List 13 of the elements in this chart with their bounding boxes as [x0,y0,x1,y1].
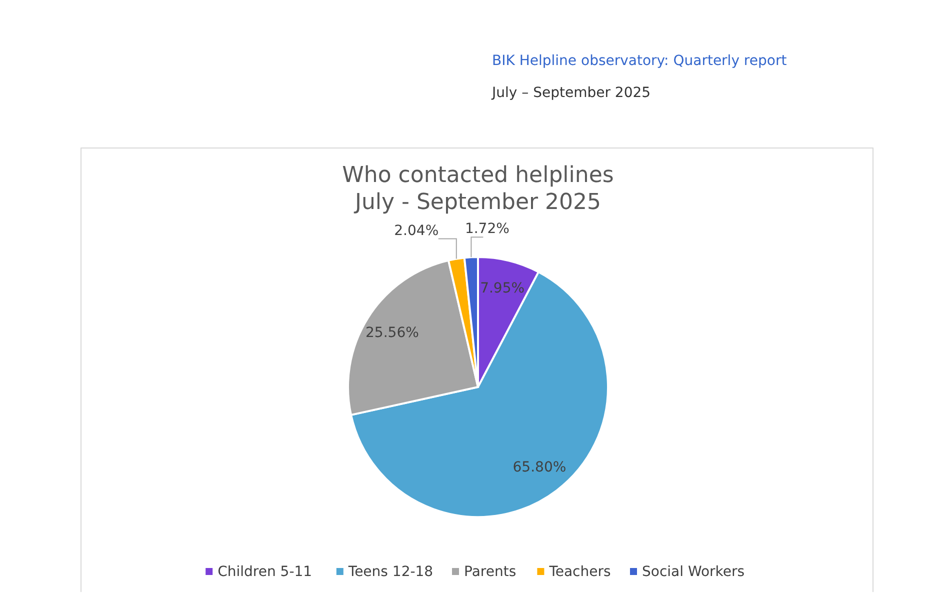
text: July – September 2025 [491,85,651,101]
chart-title: Who contacted helplines July - September 2025 [342,163,614,215]
legend-label: Social Workers [642,564,745,580]
data-label: 2.04% [394,222,439,239]
data-label: 7.95% [480,280,525,296]
data-label: 25.56% [366,324,419,341]
legend-label: Teens 12-18 [347,564,434,580]
data-label: 1.72% [464,221,510,238]
legend-label: Children 5-11 [218,564,312,580]
text: BIK Helpline observatory: Quarterly report [492,53,788,69]
legend-label: Teachers [548,564,611,580]
legend-label: Parents [464,564,516,580]
data-label: 65.80% [512,459,566,476]
